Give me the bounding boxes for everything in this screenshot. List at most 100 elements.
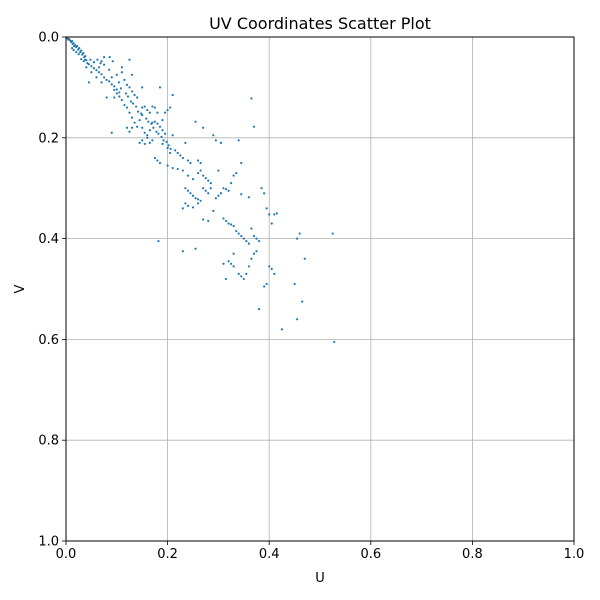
scatter-point [70,46,74,50]
scatter-point [103,63,106,66]
scatter-point [108,80,111,83]
x-tick-label: 1.0 [564,547,585,562]
scatter-point [166,108,169,112]
scatter-point [230,182,233,185]
scatter-point [184,141,187,144]
scatter-point [138,119,141,122]
scatter-point [100,81,103,84]
scatter-point [219,192,223,195]
scatter-point [301,300,304,303]
scatter-point [117,81,120,84]
scatter-point [207,192,210,195]
scatter-point [217,169,220,172]
scatter-point [240,234,243,238]
scatter-point [89,58,92,61]
scatter-point [70,39,74,43]
scatter-point [171,134,174,137]
scatter-point [156,159,159,162]
grid [65,36,575,542]
scatter-point [128,86,131,89]
scatter-point [124,92,128,95]
scatter-point [82,60,85,63]
y-axis-label: V [13,284,28,293]
scatter-point [156,122,159,125]
scatter-point [151,105,154,108]
scatter-point [252,234,256,238]
scatter-point [265,207,268,210]
scatter-point [263,192,266,195]
scatter-point [120,66,123,69]
scatter-point [126,95,130,98]
scatter-point [237,272,240,275]
scatter-point [130,126,134,129]
scatter-point [158,161,162,165]
scatter-point [270,267,273,270]
scatter-point [207,179,210,182]
scatter-point [186,159,190,162]
scatter-point [141,139,144,142]
scatter-point [115,88,118,91]
scatter-point [125,106,129,109]
scatter-point [257,308,261,311]
scatter-point [196,171,200,175]
scatter-point [191,178,195,181]
scatter-point [123,103,126,107]
scatter-point [72,49,75,52]
scatter-point [176,151,179,155]
scatter-point [184,202,187,205]
scatter-point [155,130,158,133]
scatter-point [181,250,184,253]
scatter-point [191,194,195,197]
scatter-point [222,262,225,265]
scatter-point [240,161,243,165]
scatter-point [196,159,200,162]
scatter-point [202,187,205,190]
scatter-point [212,209,215,212]
scatter-point [143,105,146,108]
scatter-point [148,111,151,114]
scatter-point [72,41,75,45]
scatter-point [296,318,299,321]
scatter-point [240,193,243,196]
scatter-point [303,257,306,260]
scatter-point [232,174,235,177]
scatter-point [227,222,230,225]
axis-ticks: 0.0 0.2 0.4 0.6 0.8 1.00.00.20.40.60.81.0 [38,31,584,563]
scatter-point [153,120,156,123]
scatter-point [86,62,89,65]
scatter-point [95,69,98,72]
scatter-point [113,96,116,99]
scatter-point [167,144,170,147]
x-axis-label: U [315,571,325,586]
scatter-point [181,207,184,210]
scatter-point [82,52,85,55]
scatter-point [240,275,243,278]
scatter-point [153,156,156,160]
scatter-point [199,161,202,165]
scatter-point [224,188,228,191]
scatter-point [161,119,164,122]
scatter-point [224,277,228,281]
scatter-point [157,132,160,135]
scatter-point [125,126,129,129]
scatter-point [247,196,250,199]
scatter-point [138,141,141,144]
scatter-point [150,122,153,125]
plot-area-frame [65,36,575,542]
scatter-point [151,139,154,142]
scatter-point [146,136,149,139]
scatter-point [270,222,273,225]
x-tick-label: 0.2 [157,547,178,562]
scatter-point [237,232,240,235]
scatter-point [130,116,134,119]
scatter-point [227,189,230,192]
scatter-point [273,272,276,275]
scatter-point [219,141,223,144]
scatter-point [146,134,149,137]
scatter-point [199,199,202,202]
scatter-point [158,86,162,89]
scatter-point [204,189,207,192]
scatter-point [118,91,121,94]
scatter-point [105,78,108,81]
